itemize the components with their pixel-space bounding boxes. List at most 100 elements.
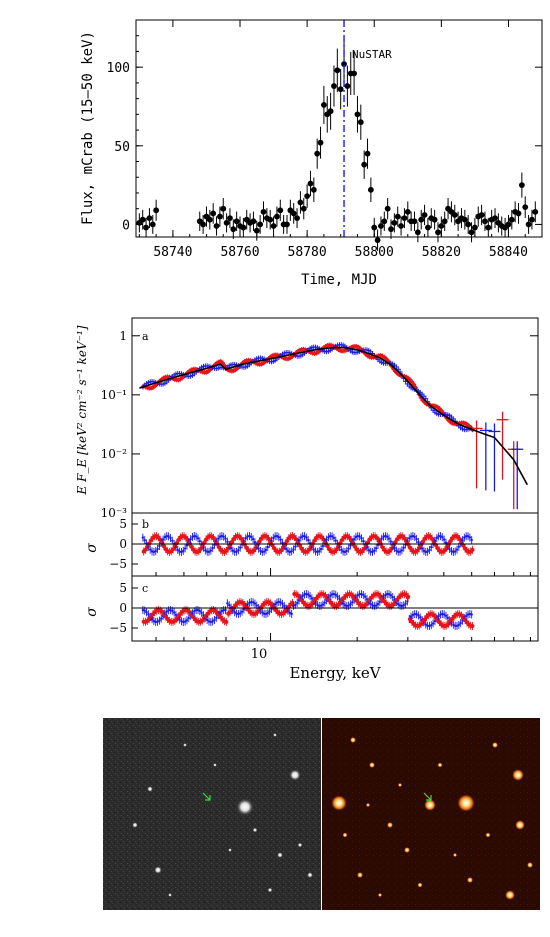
- residual-b-point: [369, 550, 372, 553]
- color-image-panel: [322, 718, 540, 910]
- color-star: [437, 762, 443, 768]
- residual-b-point: [239, 546, 242, 549]
- gray-star: [213, 763, 217, 767]
- residual-b-point: [343, 550, 347, 554]
- lightcurve-point: [485, 224, 492, 231]
- residual-b-point: [194, 535, 198, 538]
- residual-b-point: [224, 537, 227, 540]
- color-star: [404, 847, 410, 853]
- lightcurve-point: [341, 61, 347, 67]
- residual-b-point: [189, 537, 192, 541]
- residual-c-point: [167, 609, 170, 612]
- residual-c-point: [306, 593, 310, 596]
- residual-ytick-label: 0: [119, 537, 127, 551]
- residual-b-point: [288, 550, 292, 554]
- residual-b-point: [277, 536, 281, 539]
- residual-b-point: [250, 535, 253, 539]
- residual-b-point: [382, 535, 385, 538]
- residual-b-point: [180, 550, 183, 554]
- grayscale-image-panel: [103, 718, 321, 910]
- residual-c-point: [330, 593, 334, 596]
- residual-b-point: [235, 550, 238, 553]
- residual-c-point: [253, 602, 257, 605]
- lightcurve-point: [240, 224, 247, 231]
- residual-b-point: [209, 549, 213, 552]
- lightcurve-point: [314, 150, 321, 157]
- residual-b-point: [393, 540, 398, 545]
- residual-b-point: [442, 538, 446, 541]
- residual-b-point: [161, 538, 165, 541]
- lightcurve-point: [317, 139, 324, 146]
- residual-c-point: [417, 614, 420, 617]
- residual-c-point: [305, 592, 308, 596]
- lightcurve-point: [425, 224, 431, 231]
- residual-c-point: [343, 604, 347, 607]
- residual-b-point: [183, 547, 187, 550]
- residual-b-point: [385, 535, 389, 538]
- residual-b-point: [452, 550, 455, 554]
- residual-c-point: [349, 603, 352, 606]
- residual-c-point: [452, 623, 455, 626]
- gray-star: [183, 743, 187, 747]
- residual-b-point: [229, 540, 234, 545]
- lightcurve-point: [210, 210, 217, 217]
- residual-c-point: [198, 609, 202, 613]
- lightcurve-point: [250, 218, 257, 225]
- residual-b-point: [374, 546, 378, 550]
- residual-c-point: [369, 602, 372, 606]
- residual-c-point: [419, 616, 422, 619]
- residual-c-point: [371, 604, 374, 607]
- lightcurve-point: [529, 216, 535, 223]
- residual-b-point: [222, 535, 225, 538]
- lightcurve-point: [327, 108, 334, 115]
- lightcurve-ytick-label: 50: [114, 140, 130, 155]
- residual-b-point: [453, 550, 457, 553]
- color-star: [366, 803, 370, 807]
- residual-b-point: [266, 536, 271, 541]
- residual-b-point: [327, 536, 330, 539]
- residual-c-point: [363, 595, 367, 598]
- lightcurve-point: [354, 111, 361, 118]
- residual-b-point: [305, 536, 308, 539]
- residual-c-point: [156, 620, 159, 623]
- residual-c-point: [360, 592, 363, 596]
- residual-b-point: [149, 548, 152, 551]
- residual-c-point: [341, 602, 345, 605]
- lightcurve-point: [468, 229, 475, 236]
- residual-c-point: [374, 604, 378, 607]
- residual-c-point: [347, 604, 350, 607]
- lightcurve-point: [253, 227, 260, 234]
- residual-c-point: [318, 604, 321, 608]
- residual-c-point: [182, 620, 185, 624]
- lightcurve-point: [233, 218, 240, 225]
- residual-c-point: [237, 612, 240, 616]
- residual-c-point: [321, 603, 325, 606]
- color-star: [527, 862, 533, 868]
- residual-b-point: [185, 544, 189, 547]
- residual-c-point: [336, 595, 339, 598]
- residual-c-point: [213, 618, 216, 622]
- residual-b-point: [191, 535, 194, 539]
- residual-c-point: [239, 612, 242, 615]
- gray-star: [289, 769, 301, 781]
- gray-star: [277, 852, 283, 858]
- residual-c-point: [385, 592, 389, 596]
- residual-c-point: [224, 608, 227, 612]
- residual-c-point: [301, 594, 304, 598]
- spectrum-model-curve: [139, 346, 529, 486]
- residual-b-point: [303, 534, 306, 538]
- residual-c-point: [262, 612, 266, 615]
- residual-b-point: [319, 547, 323, 551]
- residual-c-point: [441, 612, 444, 616]
- lightcurve-point: [364, 150, 371, 157]
- residual-c-point: [288, 611, 292, 614]
- residual-c-point: [283, 604, 286, 608]
- residual-b-point: [152, 550, 156, 554]
- color-star: [342, 832, 348, 838]
- residual-b-point: [207, 550, 211, 554]
- lightcurve-point: [361, 161, 368, 168]
- lightcurve-point: [394, 213, 401, 220]
- residual-c-point: [470, 613, 473, 616]
- lightcurve-point: [438, 223, 445, 229]
- residual-b-point: [299, 536, 303, 539]
